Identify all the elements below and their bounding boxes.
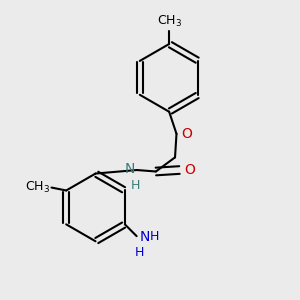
Text: N: N [125, 162, 135, 176]
Text: CH$_3$: CH$_3$ [25, 179, 50, 194]
Text: N: N [140, 230, 150, 244]
Text: H: H [135, 246, 144, 260]
Text: O: O [185, 163, 196, 177]
Text: H: H [130, 179, 140, 192]
Text: O: O [181, 127, 192, 141]
Text: H: H [150, 230, 159, 243]
Text: CH$_3$: CH$_3$ [157, 14, 182, 29]
